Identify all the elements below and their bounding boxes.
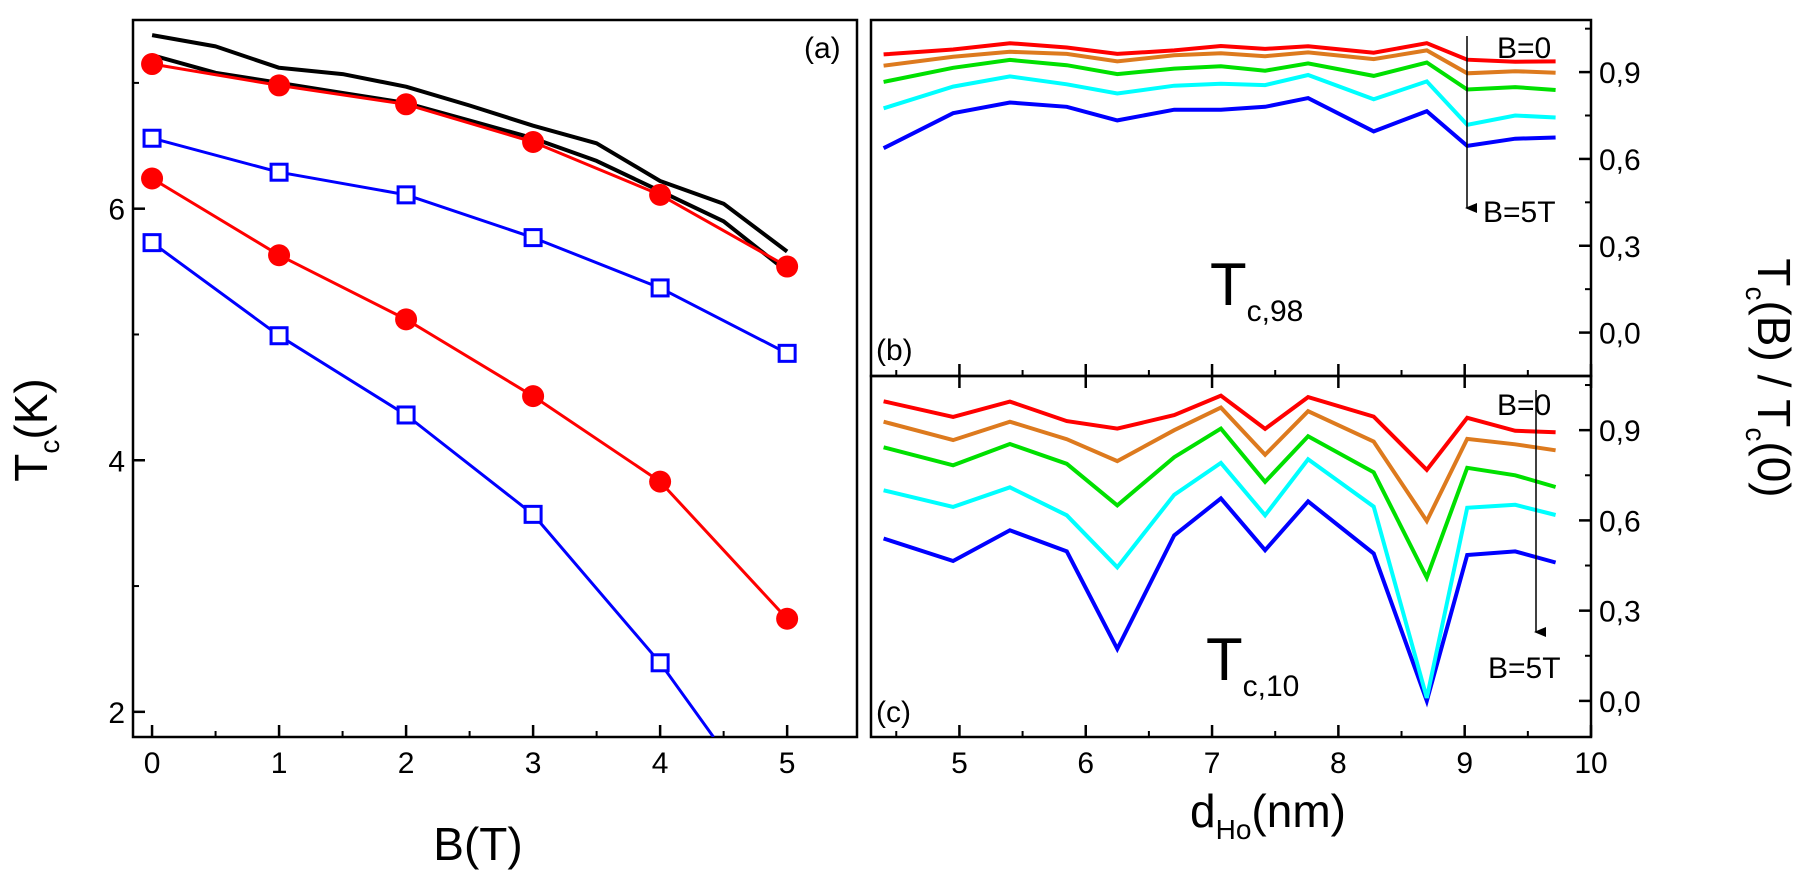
panel-c-title-sub: c,10 bbox=[1243, 670, 1300, 703]
b-series-b1t bbox=[883, 48, 1556, 76]
panel-b-annot-bottom: B=5T bbox=[1483, 196, 1556, 229]
panel-c-xlabel: dHo(nm) bbox=[1190, 785, 1346, 845]
panel-a-series-line-3 bbox=[151, 62, 788, 268]
panel-a-label: (a) bbox=[804, 32, 841, 65]
panel-b-title: Tc,98 bbox=[1210, 251, 1303, 328]
b-series-b2t bbox=[883, 57, 1556, 92]
panel-a-ytick-label: 2 bbox=[108, 697, 125, 730]
c-xtick-label: 5 bbox=[951, 747, 968, 780]
panel-a-point-5 bbox=[776, 607, 799, 630]
panel-a-point-3 bbox=[649, 183, 672, 206]
c-xtick-label: 7 bbox=[1204, 747, 1221, 780]
panel-a-point-5 bbox=[649, 470, 672, 493]
panel-a-point-4 bbox=[142, 128, 162, 148]
b-series-b3t bbox=[883, 72, 1556, 127]
panel-a-series-line-4 bbox=[151, 136, 788, 355]
panel-c-plot-area bbox=[882, 393, 1557, 708]
b-series-b5t bbox=[882, 96, 1556, 150]
panel-a-ytick-label: 6 bbox=[108, 194, 125, 227]
panel-c-xlabel-main: d bbox=[1190, 785, 1216, 837]
panel-a-point-3 bbox=[522, 131, 545, 154]
panel-b-ticks: 0,0 0,3 0,6 0,9 bbox=[895, 27, 1641, 388]
panel-b-plot-area bbox=[882, 41, 1556, 150]
panel-a-point-4 bbox=[650, 278, 670, 298]
panel-c-frame bbox=[869, 374, 1593, 739]
c-ytick-label: 0,0 bbox=[1599, 686, 1641, 719]
panel-a-xtick-label: 3 bbox=[525, 747, 542, 780]
b-ytick-label: 0,0 bbox=[1599, 318, 1641, 351]
panel-a-series-line-2 bbox=[151, 53, 789, 274]
panel-a-series-line-6 bbox=[151, 241, 715, 737]
panel-a-series-line-1 bbox=[151, 33, 789, 254]
panel-a-plot-area bbox=[141, 33, 799, 737]
panel-b-annot-top: B=0 bbox=[1497, 32, 1551, 65]
panel-a-frame bbox=[131, 18, 859, 739]
right-ylabel: Tc(B) / Tc(0) bbox=[1740, 258, 1795, 497]
panel-a-xtick-label: 4 bbox=[652, 747, 669, 780]
panel-a-point-6 bbox=[523, 504, 543, 524]
panel-a-point-4 bbox=[269, 162, 289, 182]
b-ytick-label: 0,3 bbox=[1599, 231, 1641, 264]
panel-a-point-4 bbox=[396, 185, 416, 205]
panel-a-point-4 bbox=[777, 343, 797, 363]
panel-c-annot-bottom: B=5T bbox=[1488, 652, 1561, 685]
panel-c-xlabel-sub: Ho bbox=[1216, 814, 1252, 845]
panel-a: 0 1 2 3 4 5 2 4 6 (a) Tc(K) B(T) bbox=[5, 18, 859, 870]
panel-a-series-line-5 bbox=[151, 177, 789, 620]
c-series-b1t bbox=[883, 405, 1556, 525]
panel-a-xtick-label: 0 bbox=[144, 747, 161, 780]
panel-c-annot-top: B=0 bbox=[1497, 389, 1551, 422]
panel-a-point-5 bbox=[522, 385, 545, 408]
panel-a-point-3 bbox=[395, 93, 418, 116]
c-ytick-label: 0,3 bbox=[1599, 596, 1641, 629]
panel-a-ylabel-main: T bbox=[5, 454, 57, 482]
c-ytick-label: 0,9 bbox=[1599, 415, 1641, 448]
panel-b-title-sub: c,98 bbox=[1247, 295, 1304, 328]
c-series-b5t bbox=[882, 495, 1557, 708]
b-ytick-label: 0,6 bbox=[1599, 144, 1641, 177]
c-series-b3t bbox=[883, 456, 1557, 699]
c-series-b2t bbox=[883, 425, 1557, 583]
c-ytick-label: 0,6 bbox=[1599, 505, 1641, 538]
b-ytick-label: 0,9 bbox=[1599, 57, 1641, 90]
panel-a-xlabel: B(T) bbox=[433, 818, 522, 870]
panel-a-ylabel-sub: c bbox=[34, 440, 65, 454]
panel-b-title-main: T bbox=[1210, 251, 1247, 318]
panel-c-label: (c) bbox=[876, 696, 911, 729]
c-xtick-label: 6 bbox=[1077, 747, 1094, 780]
c-xtick-label: 10 bbox=[1574, 747, 1607, 780]
panel-c-title-main: T bbox=[1206, 626, 1243, 693]
panel-c-ticks: 0,0 0,3 0,6 0,9 5 6 7 8 9 10 bbox=[895, 384, 1641, 780]
panel-a-ylabel-tail: (K) bbox=[5, 378, 57, 439]
panel-a-xtick-label: 2 bbox=[398, 747, 415, 780]
panel-a-ylabel: Tc(K) bbox=[5, 378, 65, 481]
c-xtick-label: 8 bbox=[1330, 747, 1347, 780]
panel-a-point-6 bbox=[142, 233, 162, 253]
panel-a-point-6 bbox=[269, 326, 289, 346]
panel-a-point-4 bbox=[523, 228, 543, 248]
panel-a-point-3 bbox=[776, 255, 799, 278]
panel-a-ytick-label: 4 bbox=[108, 445, 125, 478]
panel-a-point-6 bbox=[650, 653, 670, 673]
panel-a-xtick-label: 1 bbox=[271, 747, 288, 780]
panel-c-xlabel-tail: (nm) bbox=[1251, 785, 1346, 837]
panel-c: 0,0 0,3 0,6 0,9 5 6 7 8 9 10 (c) Tc,10 B=0 B=5T d… bbox=[869, 374, 1641, 845]
c-series-b0 bbox=[883, 393, 1556, 473]
panel-b-label: (b) bbox=[876, 334, 913, 367]
panel-a-point-3 bbox=[268, 74, 291, 97]
panel-a-xtick-label: 5 bbox=[779, 747, 796, 780]
panel-a-point-5 bbox=[268, 244, 291, 267]
panel-c-title: Tc,10 bbox=[1206, 626, 1299, 703]
panel-a-point-5 bbox=[395, 308, 418, 331]
panel-a-point-6 bbox=[396, 405, 416, 425]
panel-a-point-3 bbox=[141, 53, 164, 76]
b-series-b0 bbox=[883, 41, 1556, 64]
panel-b: 0,0 0,3 0,6 0,9 (b) Tc,98 B=0 B=5T bbox=[869, 18, 1641, 388]
panel-a-ticks: 0 1 2 3 4 5 2 4 6 bbox=[108, 81, 796, 780]
panel-a-point-5 bbox=[141, 167, 164, 190]
c-xtick-label: 9 bbox=[1456, 747, 1473, 780]
